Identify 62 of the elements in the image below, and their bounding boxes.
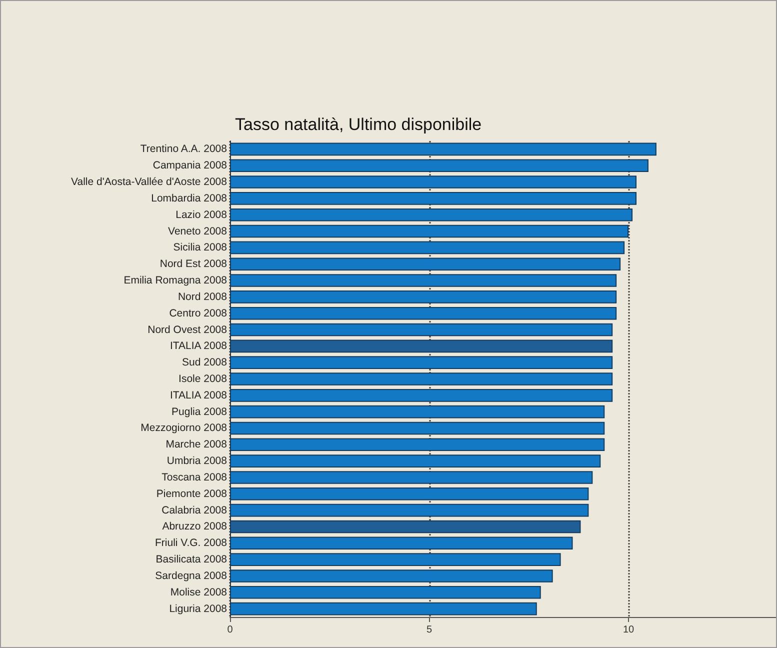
y-tick-label: Sardegna 2008	[155, 570, 228, 582]
y-tick-label: Centro 2008	[169, 307, 228, 320]
bar	[230, 487, 589, 500]
bar	[230, 602, 537, 616]
y-tick-label: Basilicata 2008	[156, 554, 228, 566]
bar	[230, 471, 593, 484]
bar	[230, 306, 617, 320]
y-tick-label: Molise 2008	[170, 586, 228, 598]
bar	[230, 405, 605, 418]
chart-title: Tasso natalità, Ultimo disponibile	[235, 115, 482, 134]
bar	[230, 274, 617, 287]
bar	[230, 258, 621, 271]
bar	[230, 323, 613, 336]
bar	[230, 142, 656, 156]
bar	[230, 504, 589, 517]
y-tick-label: ITALIA 2008	[170, 340, 228, 352]
x-tick-label: 10	[622, 624, 635, 636]
y-tick-label: Calabria 2008	[162, 504, 228, 516]
bar	[230, 192, 637, 205]
bar	[230, 224, 629, 238]
y-tick-label: Lombardia 2008	[151, 192, 228, 204]
bar	[230, 586, 541, 599]
bar	[230, 208, 633, 222]
bar	[230, 536, 573, 550]
bar	[230, 389, 613, 402]
y-tick-label: Mezzogiorno 2008	[140, 422, 228, 434]
y-tick-label: Nord Ovest 2008	[148, 324, 228, 336]
y-tick-label: Sicilia 2008	[173, 242, 228, 254]
y-tick-label: Trentino A.A. 2008	[140, 143, 228, 156]
y-tick-label: Liguria 2008	[169, 602, 228, 615]
bar	[230, 372, 613, 386]
bar	[230, 159, 648, 172]
bar	[230, 290, 617, 304]
x-tick-label: 0	[227, 624, 234, 636]
bar	[230, 176, 637, 188]
bar	[230, 422, 605, 435]
y-tick-label: Campania 2008	[152, 160, 228, 172]
y-tick-label: Emilia Romagna 2008	[124, 274, 228, 287]
y-tick-label: ITALIA 2008	[170, 389, 228, 402]
y-tick-label: Veneto 2008	[168, 225, 228, 238]
bar	[230, 520, 581, 534]
bar	[230, 438, 605, 452]
y-tick-label: Sud 2008	[182, 356, 228, 369]
y-tick-label: Nord 2008	[178, 290, 228, 303]
y-tick-label: Nord Est 2008	[160, 258, 228, 270]
bar	[230, 340, 613, 353]
bar	[230, 356, 613, 369]
y-tick-label: Friuli V.G. 2008	[155, 537, 228, 550]
y-tick-label: Marche 2008	[166, 438, 228, 451]
bar	[230, 241, 625, 254]
y-tick-label: Piemonte 2008	[156, 488, 228, 500]
y-tick-label: Valle d'Aosta-Vallée d'Aoste 2008	[71, 176, 228, 188]
y-tick-label: Abruzzo 2008	[162, 520, 228, 533]
y-tick-label: Umbria 2008	[166, 455, 228, 468]
y-tick-label: Lazio 2008	[176, 208, 228, 221]
bar	[230, 570, 553, 582]
x-tick-label: 5	[426, 624, 432, 636]
bar	[230, 553, 561, 566]
y-tick-label: Isole 2008	[178, 373, 228, 385]
y-tick-label: Toscana 2008	[162, 471, 228, 484]
bar	[230, 454, 601, 468]
y-tick-label: Puglia 2008	[172, 406, 228, 418]
